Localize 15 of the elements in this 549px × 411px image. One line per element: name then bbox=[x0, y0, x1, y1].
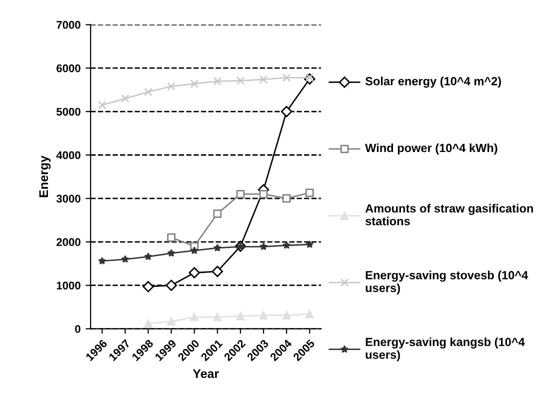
y-tick-label: 7000 bbox=[56, 20, 80, 29]
y-tick-label: 1000 bbox=[56, 282, 80, 290]
legend-label: Energy-saving kangsb (10^4 users) bbox=[366, 337, 525, 362]
y-axis-title: Energy bbox=[39, 156, 51, 198]
y-tick-label: 5000 bbox=[56, 108, 80, 116]
legend-label: Wind power (10^4 kWh) bbox=[365, 143, 498, 154]
y-tick-label: 4000 bbox=[56, 151, 80, 160]
legend-label: Energy-saving stovesb (10^4 users) bbox=[366, 270, 528, 294]
x-axis-title: Year bbox=[192, 369, 219, 378]
y-tick-label: 6000 bbox=[56, 64, 80, 72]
y-tick-label: 2000 bbox=[56, 238, 80, 246]
legend-label: Amounts of straw gasification stations bbox=[365, 204, 533, 226]
legend-label: Solar energy (10^4 m^2) bbox=[365, 76, 501, 88]
y-tick-label: 0 bbox=[75, 325, 80, 333]
y-tick-label: 3000 bbox=[56, 194, 80, 203]
